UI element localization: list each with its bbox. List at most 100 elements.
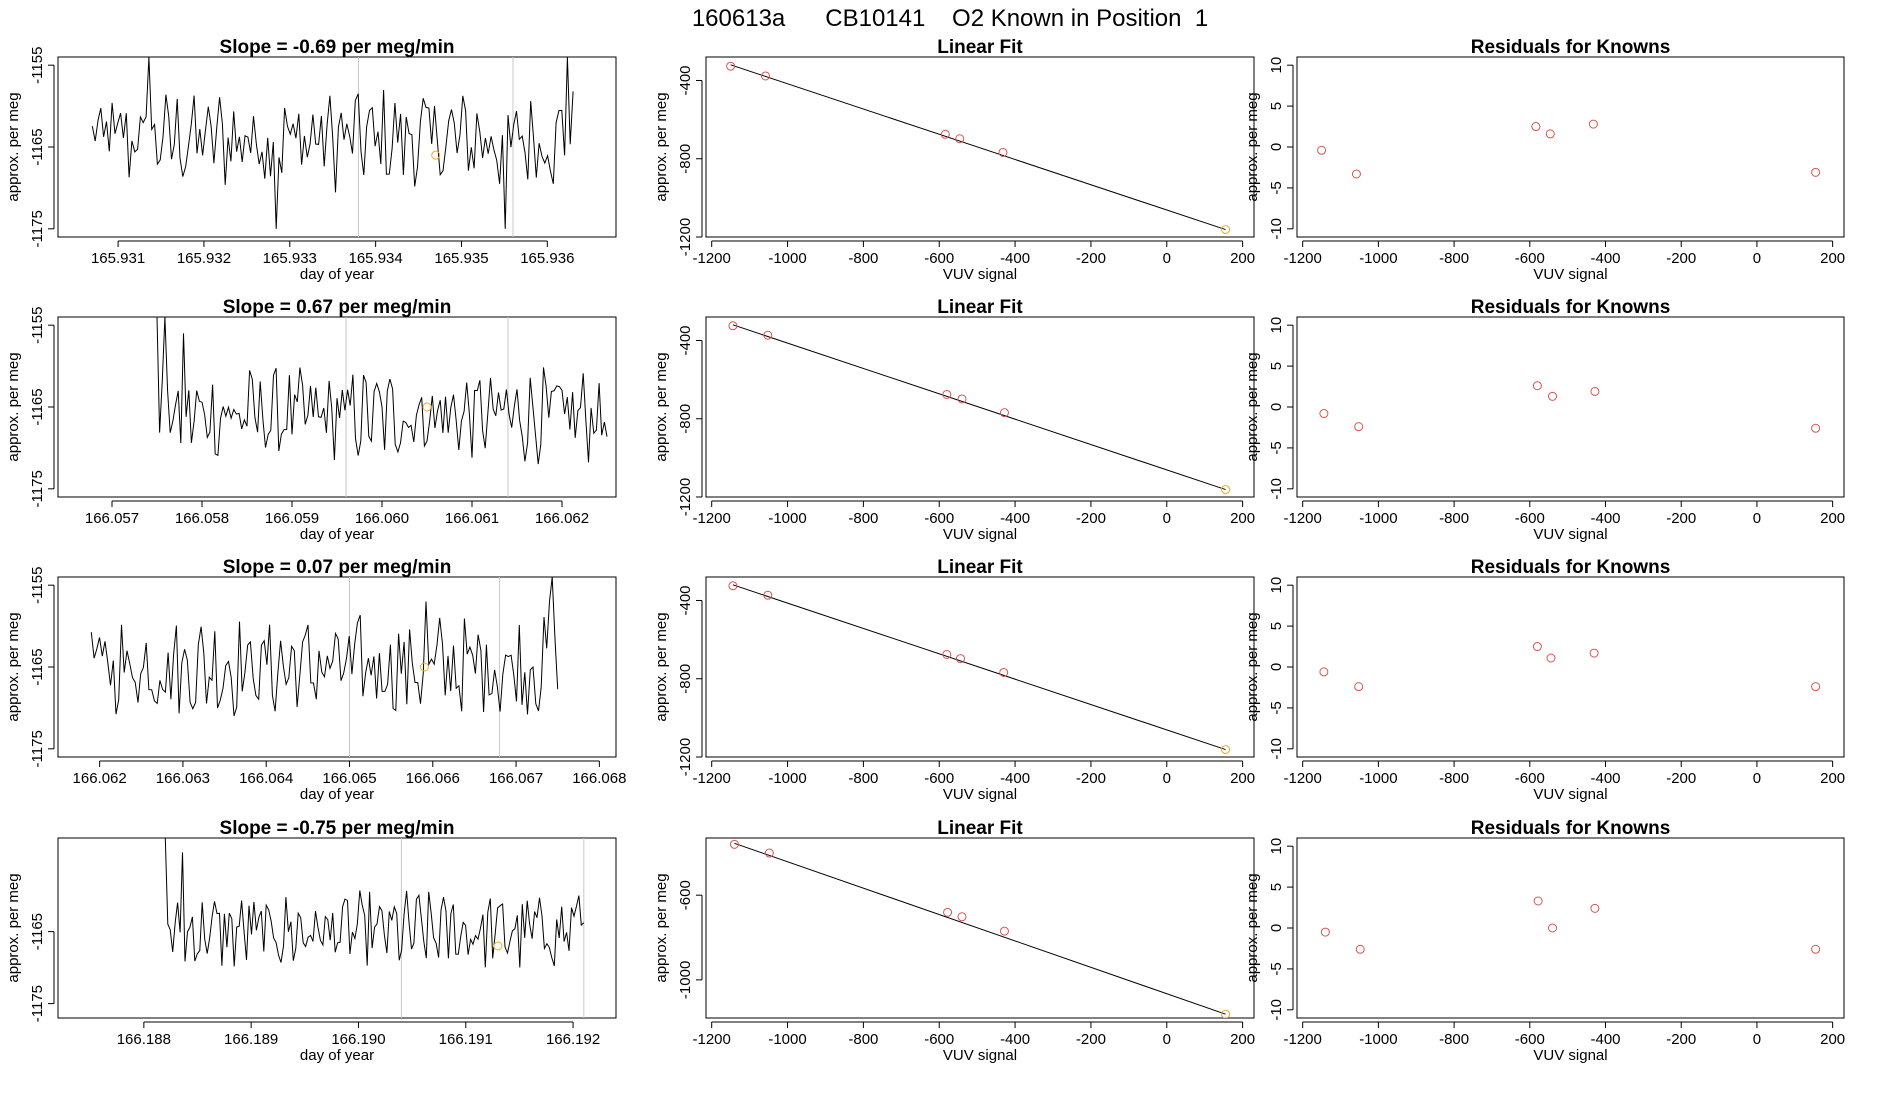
y-tick-label: 5 <box>1268 362 1285 370</box>
plot-frame <box>705 316 1255 498</box>
x-tick-label: 165.931 <box>91 250 145 267</box>
x-tick-label: -600 <box>924 250 954 267</box>
y-axis-label: approx. per meg <box>1244 612 1261 721</box>
chart-panel-4: Slope = 0.67 per meg/min 166.057 166.058 16… <box>5 297 617 543</box>
x-tick-label: 166.067 <box>489 770 543 787</box>
x-tick-label: -800 <box>1439 510 1469 527</box>
y-tick-label: -10 <box>1268 999 1285 1021</box>
x-tick-label: 166.059 <box>265 510 319 527</box>
y-tick-label: -5 <box>1268 701 1285 714</box>
x-tick-label: 166.191 <box>439 1031 493 1048</box>
x-tick-label: -200 <box>1076 250 1106 267</box>
data-point <box>763 330 773 340</box>
plot-data <box>1319 642 1821 692</box>
data-point <box>1548 923 1558 933</box>
y-tick-label: -1155 <box>29 307 46 344</box>
x-tick-label: -800 <box>848 770 878 787</box>
y-axis-label: approx. per meg <box>1244 352 1261 461</box>
y-tick-label: -1165 <box>29 388 46 425</box>
y-tick-label: -1175 <box>29 985 46 1022</box>
x-tick-label: 166.063 <box>156 770 210 787</box>
x-tick-label: -800 <box>848 1031 878 1048</box>
y-axis-label: approx. per meg <box>653 352 670 461</box>
x-tick-label: 165.934 <box>349 250 403 267</box>
y-axis-label: approx. per meg <box>5 92 22 201</box>
x-tick-label: -400 <box>1000 250 1030 267</box>
x-tick-label: -1200 <box>693 510 731 527</box>
x-tick-label: 0 <box>1753 1031 1761 1048</box>
y-tick-label: -1200 <box>677 738 694 776</box>
y-axis-label: approx. per meg <box>5 873 22 982</box>
x-tick-label: -1000 <box>1359 510 1397 527</box>
x-tick-label: -400 <box>1591 1031 1621 1048</box>
x-axis-label: day of year <box>300 1047 374 1064</box>
data-point <box>1221 225 1231 235</box>
y-tick-label: -1175 <box>29 470 46 507</box>
data-point <box>1533 896 1543 906</box>
x-tick-label: -1000 <box>1359 770 1397 787</box>
data-point <box>1355 944 1365 954</box>
x-tick-label: 166.064 <box>239 770 293 787</box>
x-tick-label: -200 <box>1666 770 1696 787</box>
x-tick-label: 0 <box>1163 510 1171 527</box>
x-tick-label: 166.058 <box>175 510 229 527</box>
y-tick-label: -5 <box>1268 181 1285 194</box>
y-tick-label: 10 <box>1268 838 1285 855</box>
y-axis-label: approx. per meg <box>1244 873 1261 982</box>
plot-data <box>156 317 608 497</box>
plot-frame <box>1296 837 1845 1019</box>
data-point <box>1545 129 1555 139</box>
y-tick-label: -10 <box>1268 218 1285 240</box>
plot-frame <box>1296 316 1845 498</box>
x-tick-label: -600 <box>924 1031 954 1048</box>
plot-frame <box>57 316 617 498</box>
y-tick-label: 0 <box>1268 143 1285 151</box>
panel-title: Slope = -0.69 per meg/min <box>220 37 455 58</box>
x-tick-label: 200 <box>1230 770 1255 787</box>
y-axis-label: approx. per meg <box>653 612 670 721</box>
panel-title: Residuals for Knowns <box>1471 818 1671 839</box>
data-point <box>940 129 950 139</box>
chart-panel-1: Slope = -0.69 per meg/min 165.931 165.932 1… <box>5 37 617 283</box>
data-point <box>1811 944 1821 954</box>
x-tick-label: -600 <box>924 770 954 787</box>
x-tick-label: 165.936 <box>520 250 574 267</box>
x-tick-label: 200 <box>1230 510 1255 527</box>
x-tick-label: -1200 <box>1283 770 1321 787</box>
data-point <box>764 848 774 858</box>
y-tick-label: 10 <box>1268 317 1285 334</box>
data-point <box>942 649 952 659</box>
data-point <box>999 408 1009 418</box>
chart-panel-9: Residuals for Knowns-1200 -1000 -800 -600 -4… <box>1244 557 1845 803</box>
x-axis-label: VUV signal <box>943 266 1017 283</box>
x-tick-label: 0 <box>1163 250 1171 267</box>
panel-title: Linear Fit <box>937 818 1023 839</box>
data-point <box>943 907 953 917</box>
y-tick-label: 0 <box>1268 924 1285 932</box>
x-tick-label: -400 <box>1000 510 1030 527</box>
x-tick-label: 165.932 <box>177 250 231 267</box>
data-point <box>1221 1009 1231 1018</box>
y-axis-label: approx. per meg <box>5 612 22 721</box>
data-point <box>1320 927 1330 937</box>
y-tick-label: -1165 <box>29 648 46 685</box>
y-tick-label: -1200 <box>677 478 694 516</box>
data-point <box>763 590 773 600</box>
x-tick-label: -800 <box>1439 770 1469 787</box>
data-point <box>1590 903 1600 913</box>
plot-frame <box>705 837 1255 1019</box>
plot-data <box>726 61 1231 235</box>
series-line <box>156 317 608 465</box>
data-point <box>728 581 738 591</box>
y-tick-label: -1165 <box>29 913 46 950</box>
x-axis-label: day of year <box>300 266 374 283</box>
data-point <box>999 667 1009 677</box>
plot-data <box>164 838 585 1018</box>
panels-container: Slope = -0.69 per meg/min 165.931 165.932 1… <box>5 37 1845 1064</box>
fit-line <box>730 64 1226 231</box>
data-point <box>999 926 1009 936</box>
highlight-point <box>493 941 503 951</box>
data-point <box>1811 682 1821 692</box>
plot-data <box>728 321 1231 495</box>
